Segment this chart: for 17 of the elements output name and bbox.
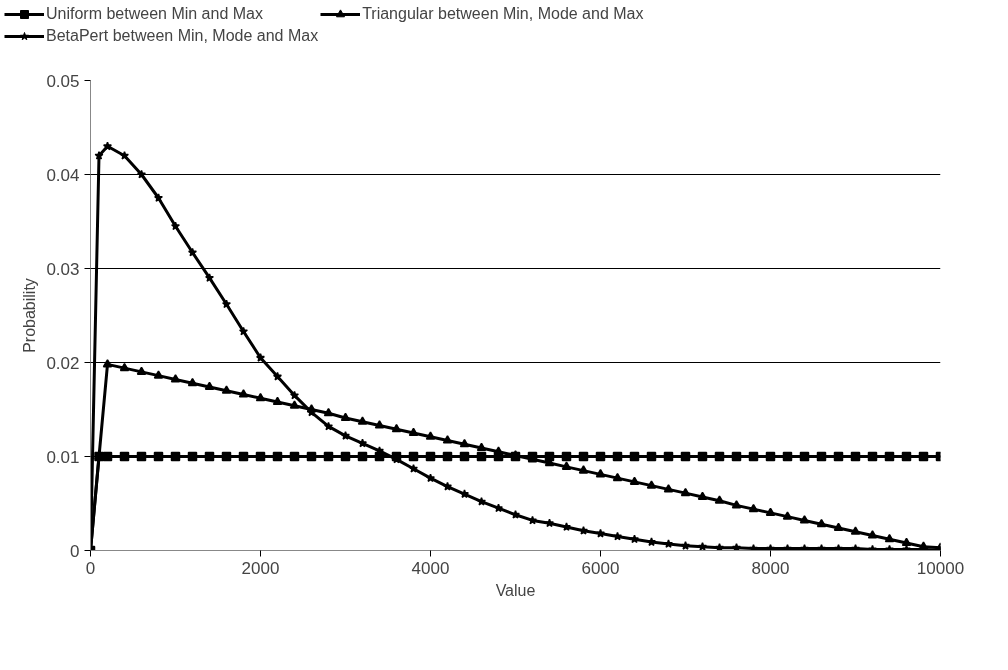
x-tick-label: 0 [85, 558, 96, 578]
y-tick-label: 0.02 [46, 353, 80, 373]
y-tick-label: 0.05 [46, 71, 80, 91]
legend-label: Triangular between Min, Mode and Max [362, 5, 644, 23]
x-tick-label: 6000 [581, 558, 620, 578]
x-tick-label: 2000 [241, 558, 280, 578]
legend-label: Uniform between Min and Max [46, 5, 263, 23]
y-tick-label: 0.03 [46, 259, 80, 279]
x-tick-label: 8000 [751, 558, 790, 578]
y-tick-label: 0 [70, 541, 80, 561]
x-tick-label: 4000 [411, 558, 450, 578]
y-axis-title: Probability [21, 278, 39, 353]
legend-label: BetaPert between Min, Mode and Max [46, 27, 319, 45]
x-axis-title: Value [495, 581, 536, 599]
y-tick-label: 0.01 [46, 447, 80, 467]
y-tick-label: 0.04 [46, 165, 80, 185]
x-tick-label: 10000 [916, 558, 965, 578]
